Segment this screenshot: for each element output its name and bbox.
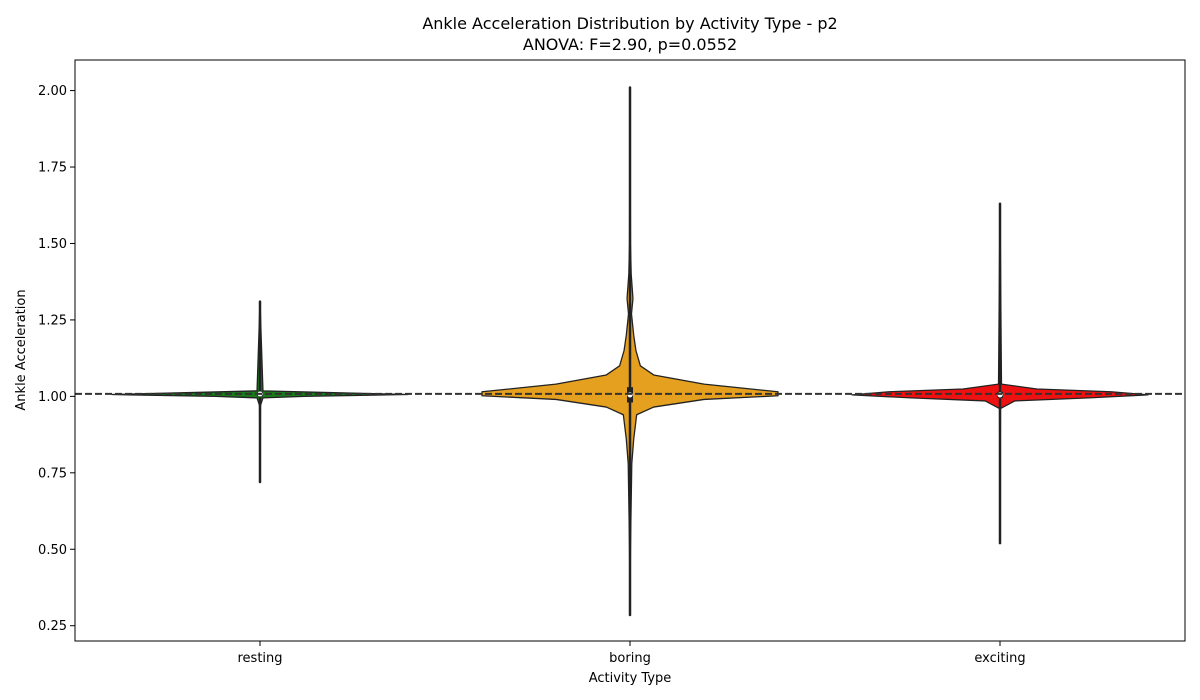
y-axis: 0.25 0.50 0.75 1.00 1.25 1.50 1.75 2.00 bbox=[38, 84, 75, 634]
violin-boring bbox=[481, 86, 779, 617]
violin-resting bbox=[111, 300, 409, 484]
y-axis-label: Ankle Acceleration bbox=[14, 289, 29, 410]
x-axis: resting boring exciting bbox=[237, 641, 1026, 666]
y-tick-label: 0.75 bbox=[38, 466, 67, 481]
y-tick-label: 0.50 bbox=[38, 543, 67, 558]
chart-title: Ankle Acceleration Distribution by Activ… bbox=[422, 14, 837, 33]
y-tick-label: 0.25 bbox=[38, 619, 67, 634]
y-tick-label: 2.00 bbox=[38, 84, 67, 99]
violin-exciting bbox=[851, 202, 1149, 545]
x-tick-label: exciting bbox=[974, 651, 1025, 666]
x-tick-label: boring bbox=[609, 651, 651, 666]
y-tick-label: 1.00 bbox=[38, 390, 67, 405]
chart-subtitle: ANOVA: F=2.90, p=0.0552 bbox=[523, 35, 737, 54]
y-tick-label: 1.25 bbox=[38, 313, 67, 328]
y-tick-label: 1.50 bbox=[38, 237, 67, 252]
x-axis-label: Activity Type bbox=[589, 671, 672, 686]
x-tick-label: resting bbox=[237, 651, 282, 666]
plot-area bbox=[75, 86, 1185, 617]
y-tick-label: 1.75 bbox=[38, 161, 67, 176]
